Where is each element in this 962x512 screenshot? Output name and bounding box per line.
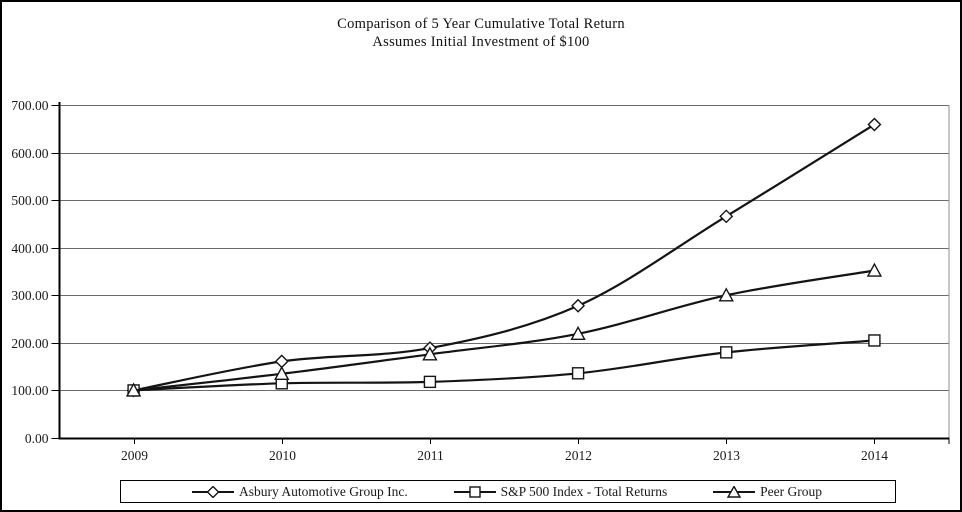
data-point-triangle [866,262,883,277]
y-tick-label: 200.00 [11,336,48,351]
chart-title: Comparison of 5 Year Cumulative Total Re… [2,15,960,51]
y-tick-label: 700.00 [11,98,48,113]
x-tick-label: 2014 [861,448,888,463]
y-tick-label: 500.00 [11,193,48,208]
square-marker-icon [453,485,496,498]
diamond-marker-icon [192,485,234,498]
data-point-square [423,375,437,389]
legend-item-sp500: S&P 500 Index - Total Returns [453,483,668,500]
x-tick-label: 2009 [121,448,148,463]
data-point-triangle [422,346,438,361]
data-point-diamond [571,298,586,313]
data-point-diamond [867,117,882,132]
legend-item-asbury: Asbury Automotive Group Inc. [191,484,408,500]
x-tick-label: 2010 [269,448,296,463]
series-line-1 [133,339,875,392]
y-tick-label: 400.00 [11,241,48,256]
data-point-triangle [274,365,290,380]
series-line-2 [133,269,875,392]
y-tick-label: 600.00 [11,146,48,161]
triangle-marker-icon [713,485,756,498]
data-point-diamond [719,209,734,224]
data-point-square [571,367,585,380]
legend-label-sp500: S&P 500 Index - Total Returns [500,483,668,499]
y-tick-label: 300.00 [11,288,48,303]
x-tick-label: 2013 [713,448,740,463]
chart-legend: Asbury Automotive Group Inc. S&P 500 Ind… [120,480,896,503]
y-tick-label: 100.00 [11,383,48,398]
series-line-0 [133,123,875,392]
chart-title-line1: Comparison of 5 Year Cumulative Total Re… [337,16,625,32]
x-tick-label: 2011 [417,448,444,463]
data-point-diamond [274,354,289,369]
chart-title-line2: Assumes Initial Investment of $100 [372,34,590,50]
data-point-triangle [125,382,142,397]
x-tick-label: 2012 [565,448,592,463]
y-tick-label: 0.00 [25,431,49,446]
data-point-square [868,334,881,347]
legend-label-asbury: Asbury Automotive Group Inc. [239,483,408,499]
data-point-triangle [570,325,586,341]
data-point-triangle [718,287,734,302]
legend-item-peer-group: Peer Group [712,484,822,500]
data-point-square [720,346,733,359]
legend-label-peer-group: Peer Group [760,483,822,499]
line-chart-plot: 0.00 100.00 200.00 300.00 400.00 500.00 600.00… [11,98,950,463]
